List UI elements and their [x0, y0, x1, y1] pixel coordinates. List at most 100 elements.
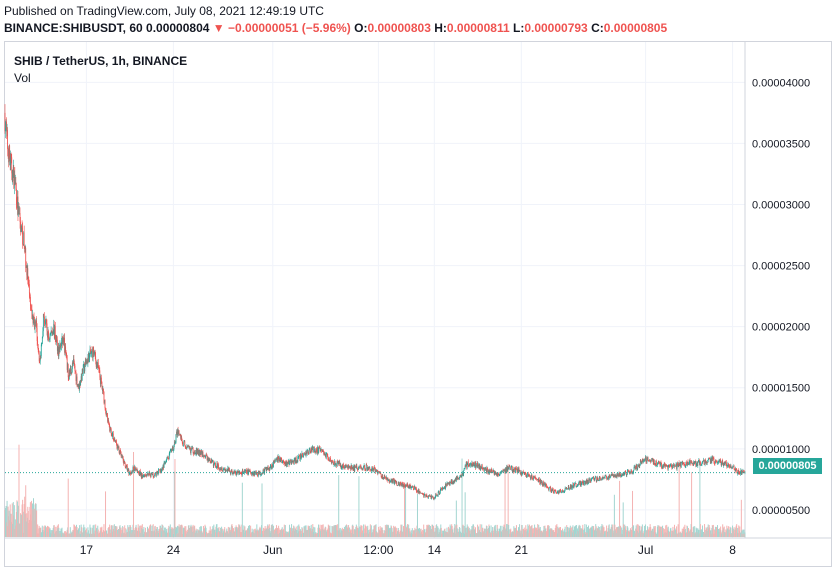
candle-body [46, 319, 47, 324]
candle-body [624, 471, 626, 473]
volume-bar [383, 533, 385, 537]
legend-title: SHIB / TetherUS, 1h, BINANCE [14, 54, 188, 68]
candle-body [423, 494, 425, 497]
candle-body [297, 457, 299, 463]
volume-bar [424, 532, 426, 537]
volume-bar [430, 528, 432, 537]
volume-bar [689, 529, 691, 537]
candle-body [214, 462, 216, 464]
volume-bar [309, 528, 311, 537]
volume-bar [339, 528, 341, 537]
volume-bar [364, 528, 366, 537]
candle-body [691, 462, 693, 464]
volume-bar [733, 527, 735, 537]
candle-body [237, 471, 239, 474]
candle-body [178, 431, 179, 434]
candle-body [121, 455, 122, 456]
candle-body [628, 470, 630, 473]
candle-body [387, 477, 389, 482]
candle-body [99, 377, 101, 384]
candle-body [144, 474, 146, 478]
volume-bar [671, 533, 673, 537]
volume-bar [548, 525, 550, 537]
volume-bar [714, 533, 716, 537]
candle-body [651, 458, 653, 461]
volume-bar [542, 530, 544, 537]
candle-body [190, 449, 192, 453]
candle-body [367, 468, 369, 469]
candle-body [724, 463, 726, 465]
candle-body [390, 479, 392, 481]
volume-bar [147, 526, 149, 537]
volume-bar [204, 528, 206, 537]
volume-bar [342, 530, 344, 537]
candle-body [133, 467, 134, 471]
candle-body [645, 456, 646, 460]
volume-bar [116, 529, 118, 537]
candle-body [442, 487, 444, 489]
volume-bar [119, 525, 121, 537]
candle-body [399, 482, 401, 486]
volume-bar [126, 532, 128, 537]
volume-bar [336, 524, 338, 537]
volume-bar [7, 526, 9, 537]
candle-body [165, 461, 167, 463]
candle-body [66, 356, 68, 370]
candle-body [171, 449, 173, 451]
volume-bar [234, 527, 236, 537]
volume-bar [723, 526, 725, 537]
volume-bar [300, 530, 302, 537]
volume-bar [643, 525, 645, 537]
volume-bar [105, 530, 107, 537]
volume-bar [377, 533, 379, 537]
volume-bar [280, 530, 282, 537]
volume-bar [581, 528, 583, 537]
candle-body [730, 465, 731, 468]
volume-bar [340, 532, 342, 537]
candle-body [40, 355, 42, 357]
volume-bar [542, 532, 544, 537]
candle-body [69, 370, 71, 374]
volume-bar [613, 530, 615, 537]
volume-bar [206, 531, 208, 537]
volume-bar [275, 530, 277, 537]
candle-body [444, 486, 445, 488]
volume-bar [101, 531, 103, 537]
candle-body [380, 473, 382, 478]
candle-body [240, 473, 242, 474]
candle-body [249, 470, 251, 472]
volume-bar [722, 527, 724, 537]
candle-body [123, 460, 125, 464]
candle-body [142, 476, 144, 477]
volume-bar [612, 524, 614, 537]
candle-body [693, 461, 695, 464]
volume-bar [543, 529, 545, 537]
volume-bar [330, 533, 332, 537]
volume-bar [164, 527, 166, 537]
volume-bar [573, 526, 575, 537]
candle-body [644, 459, 646, 461]
volume-bar [486, 531, 488, 537]
candle-body [275, 459, 276, 461]
candle-body [626, 474, 628, 476]
volume-bar [81, 532, 83, 537]
candle-body [228, 468, 230, 472]
chart-frame[interactable] [4, 41, 832, 567]
candle-body [438, 491, 440, 494]
volume-bar [539, 527, 541, 537]
candle-body [513, 467, 515, 470]
candle-body [626, 470, 628, 475]
volume-bar [388, 529, 390, 537]
candle-body [75, 370, 76, 373]
volume-bar [585, 524, 587, 537]
volume-bar [451, 524, 453, 537]
candle-body [581, 481, 583, 485]
volume-bar [474, 529, 476, 537]
volume-bar [528, 524, 530, 537]
candle-body [505, 467, 507, 472]
volume-bar [226, 528, 228, 537]
candle-body [642, 459, 644, 463]
volume-bar [9, 504, 11, 537]
volume-bar [38, 533, 40, 537]
